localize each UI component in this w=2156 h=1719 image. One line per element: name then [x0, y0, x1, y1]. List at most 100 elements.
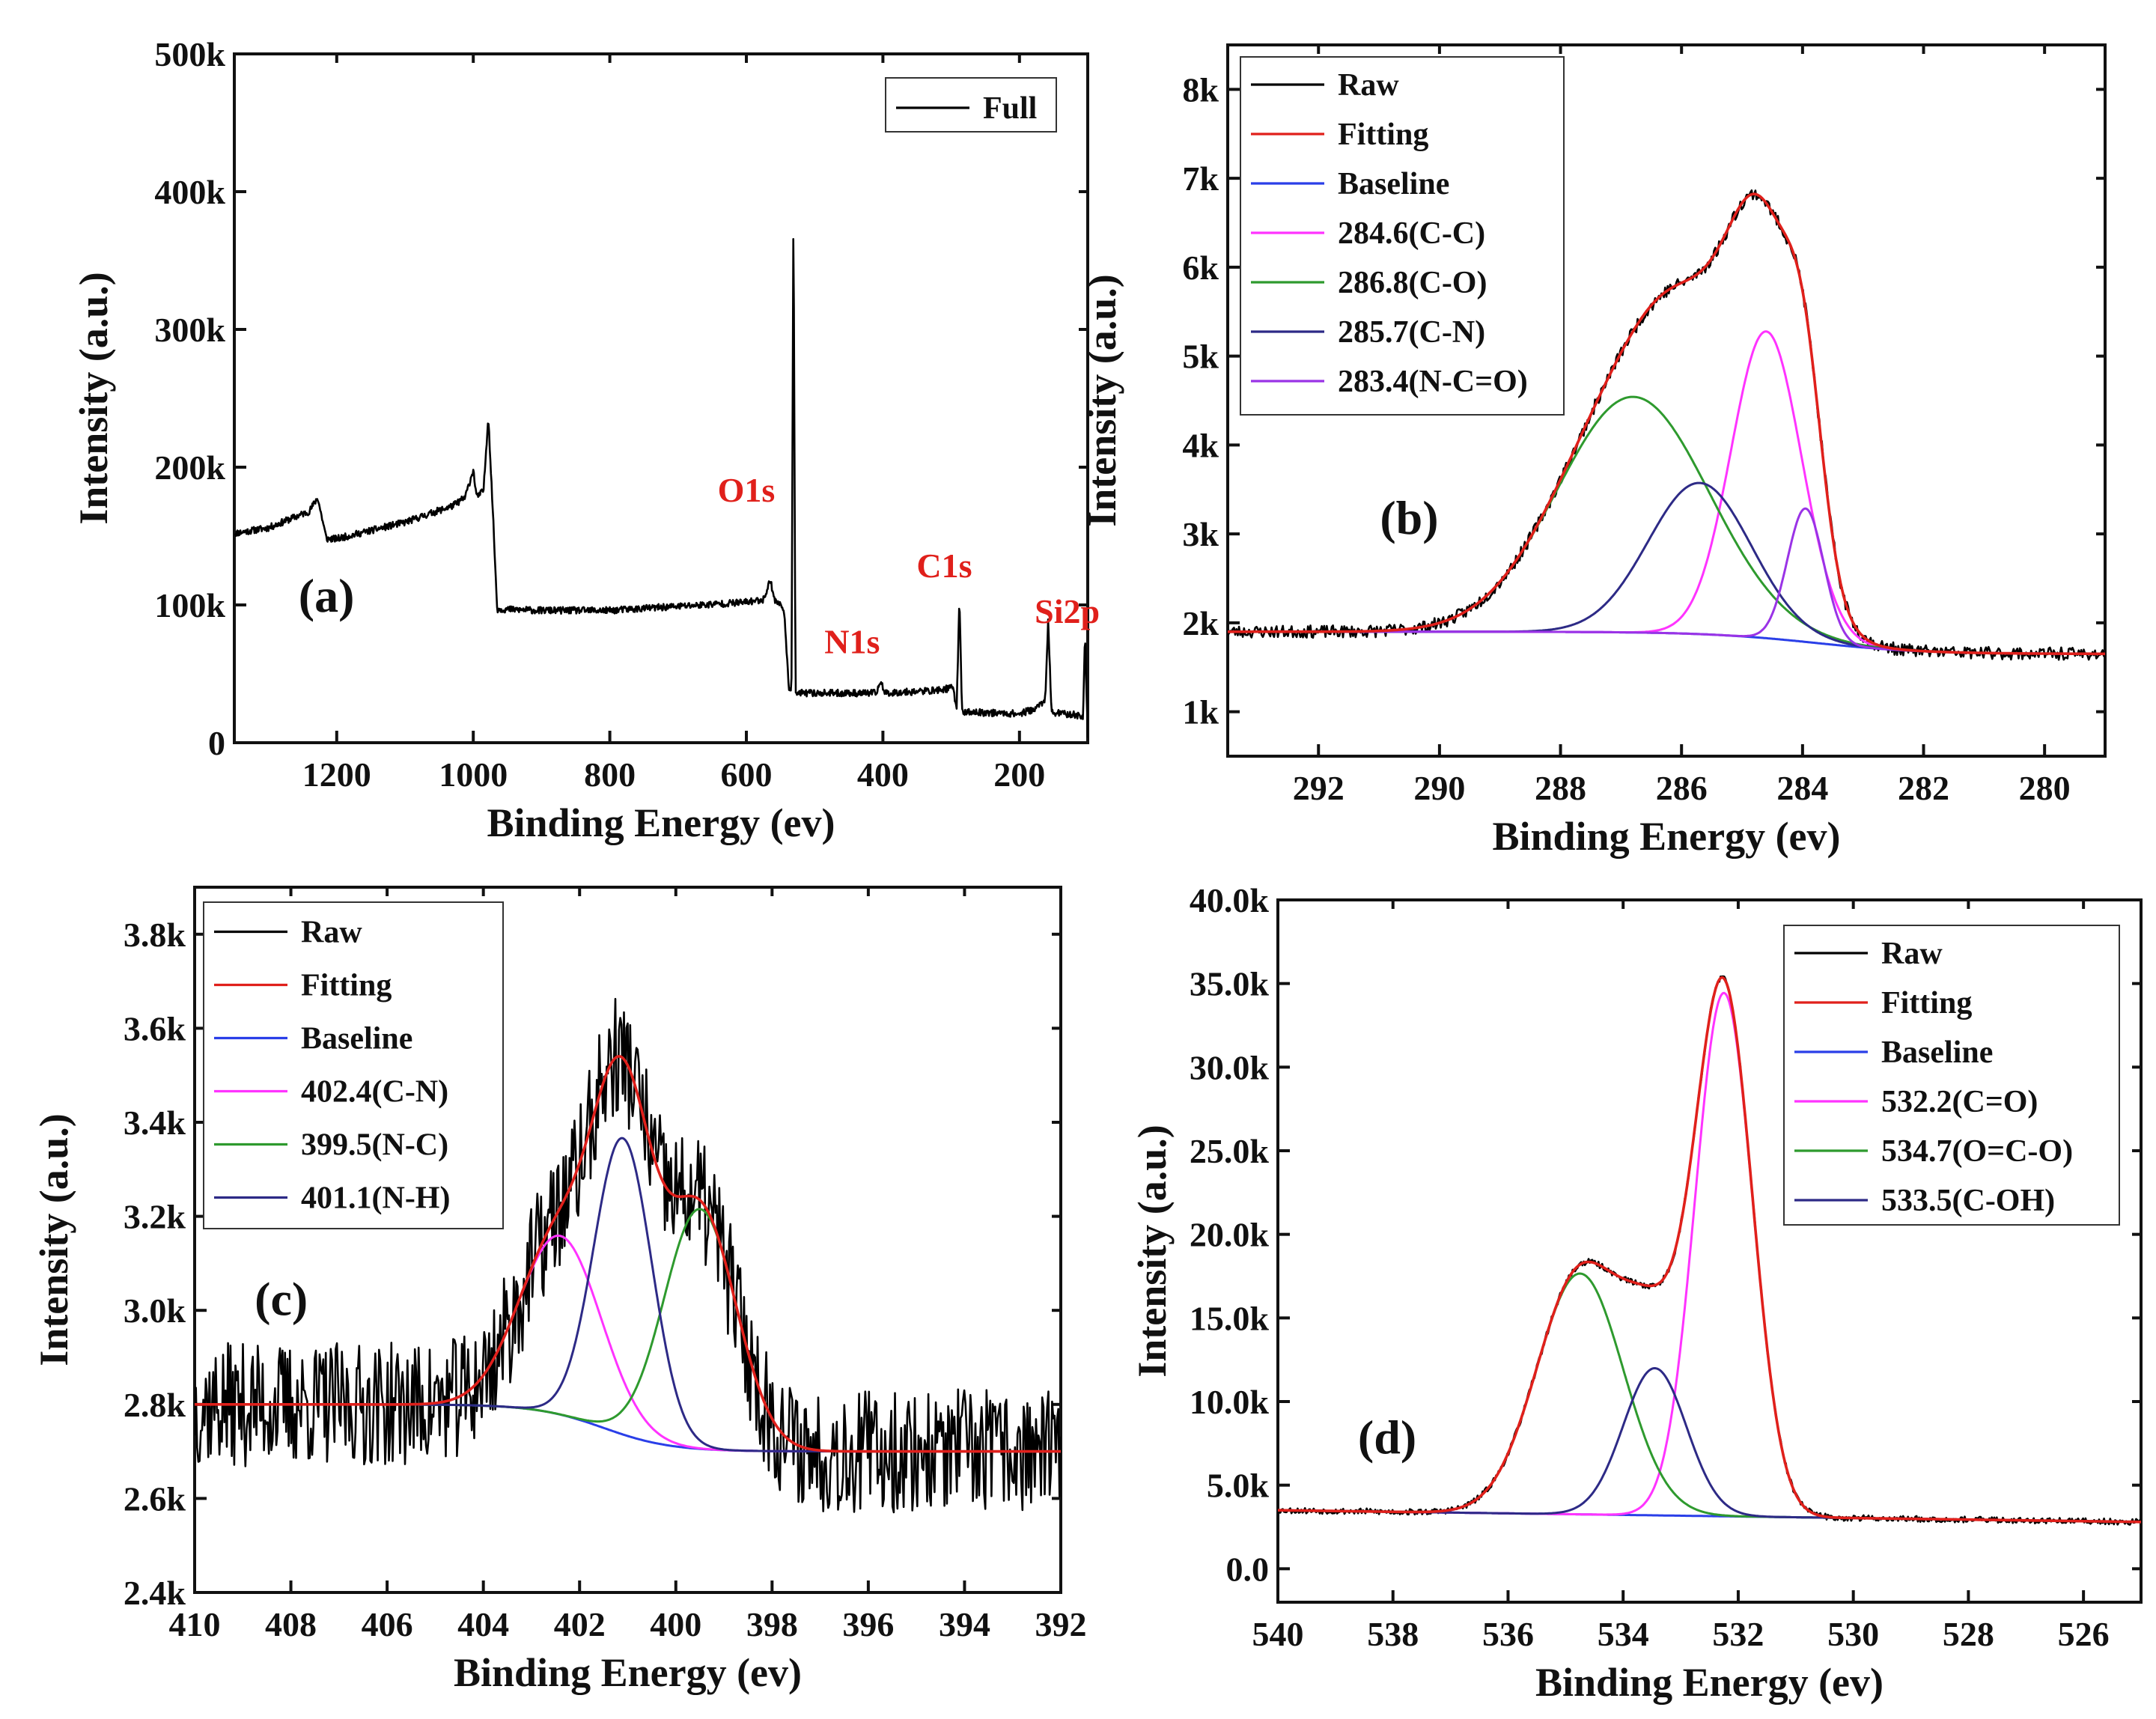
x-axis-title: Binding Energy (ev)	[1535, 1660, 1884, 1705]
x-tick-label: 406	[362, 1605, 413, 1643]
series-fitting	[1278, 976, 2141, 1524]
x-tick-label: 534	[1598, 1615, 1649, 1653]
y-tick-label: 20.0k	[1190, 1216, 1270, 1254]
x-tick-label: 282	[1898, 769, 1949, 807]
legend-label: 284.6(C-C)	[1338, 216, 1485, 251]
y-tick-label: 6k	[1182, 249, 1219, 287]
y-tick-label: 1k	[1182, 693, 1219, 731]
x-tick-label: 540	[1252, 1615, 1304, 1653]
series-fitting	[195, 1055, 1061, 1453]
legend-box	[885, 77, 1057, 133]
legend-label: Fitting	[1338, 118, 1428, 152]
series-raw	[234, 238, 1088, 738]
legend-label: Baseline	[301, 1022, 412, 1056]
y-tick-label: 100k	[154, 586, 225, 624]
x-tick-label: 530	[1827, 1615, 1879, 1653]
legend: Raw Fitting Baseline 402.4(C-N) 399.5(N-C) 40…	[203, 901, 504, 1229]
legend: Raw Fitting Baseline 532.2(C=O) 534.7(O=C-O)…	[1783, 925, 2120, 1226]
x-tick-label: 200	[993, 755, 1045, 794]
plot-frame	[233, 52, 1089, 744]
x-tick-label: 528	[1943, 1615, 1994, 1653]
y-tick-label: 3.8k	[124, 916, 186, 954]
panel-b: 292 290 288 286 284 282 280 1k 2k 3k 4k 5k 6k 7k 8k Bin…	[1079, 43, 2107, 859]
x-tick-label: 394	[939, 1605, 990, 1643]
x-tick-label: 538	[1367, 1615, 1419, 1653]
x-tick-label: 400	[857, 755, 909, 794]
panel-d: 540 538 536 534 532 530 528 526 0.0 5.0k 10.0k 15.0…	[1130, 881, 2143, 1705]
legend: Full	[885, 77, 1057, 133]
y-tick-label: 2k	[1182, 604, 1219, 642]
y-tick-label: 10.0k	[1190, 1383, 1270, 1421]
peak-annotation: C1s	[916, 547, 972, 585]
y-axis-title: Intensity (a.u.)	[71, 272, 116, 525]
x-tick-label: 532	[1712, 1615, 1764, 1653]
legend-label: Baseline	[1338, 167, 1449, 201]
y-tick-label: 8k	[1182, 70, 1219, 109]
x-tick-label: 288	[1535, 769, 1586, 807]
y-tick-label: 3.2k	[124, 1198, 186, 1236]
legend-label: 399.5(N-C)	[301, 1128, 448, 1163]
x-tick-label: 536	[1482, 1615, 1534, 1653]
y-tick-label: 35.0k	[1190, 965, 1270, 1003]
y-tick-label: 3.6k	[124, 1009, 186, 1047]
y-tick-label: 0	[208, 724, 225, 762]
legend-label: Raw	[1338, 68, 1399, 103]
x-tick-label: 398	[746, 1605, 798, 1643]
series-raw	[195, 997, 1061, 1514]
y-tick-label: 2.6k	[124, 1479, 186, 1518]
plot-area	[1278, 975, 2141, 1526]
legend-label: Raw	[301, 916, 362, 950]
panel-c: 410 408 406 404 402 400 398 396 394 392 2.4k 2.6k 2.…	[31, 886, 1087, 1695]
x-tick-label: 280	[2019, 769, 2071, 807]
x-tick-label: 400	[650, 1605, 701, 1643]
x-axis-title: Binding Energy (ev)	[1492, 814, 1840, 859]
legend-label: Baseline	[1881, 1035, 1993, 1070]
plot-area	[195, 997, 1061, 1514]
x-tick-label: 402	[554, 1605, 606, 1643]
y-tick-label: 2.8k	[124, 1386, 186, 1424]
x-tick-label: 404	[457, 1605, 509, 1643]
legend-label: Raw	[1881, 937, 1943, 971]
y-tick-label: 4k	[1182, 426, 1219, 464]
legend-label: 283.4(N-C=O)	[1338, 365, 1528, 399]
legend-box	[203, 901, 504, 1229]
y-tick-label: 7k	[1182, 159, 1219, 198]
x-tick-label: 410	[169, 1605, 221, 1643]
plot-frame	[1226, 43, 2107, 758]
x-tick-label: 286	[1656, 769, 1708, 807]
x-tick-label: 526	[2058, 1615, 2110, 1653]
legend-box	[1240, 56, 1565, 416]
legend-label: Fitting	[301, 969, 392, 1003]
y-tick-label: 500k	[154, 35, 225, 73]
legend-label: 533.5(C-OH)	[1881, 1184, 2055, 1218]
panel-label: (a)	[299, 569, 355, 622]
panel-label: (b)	[1380, 491, 1438, 544]
legend-label: 285.7(C-N)	[1338, 315, 1485, 350]
y-tick-label: 5k	[1182, 338, 1219, 376]
series-fitting	[1228, 192, 2105, 656]
plot-frame	[193, 886, 1062, 1594]
plot-area	[1228, 189, 2105, 661]
legend-label: 534.7(O=C-O)	[1881, 1134, 2073, 1169]
y-tick-label: 3k	[1182, 515, 1219, 553]
x-tick-label: 600	[721, 755, 773, 794]
y-tick-label: 3.4k	[124, 1104, 186, 1142]
x-tick-label: 392	[1035, 1605, 1087, 1643]
series-peak-1	[1228, 395, 2105, 655]
peak-annotation: Si2p	[1035, 592, 1100, 630]
y-tick-label: 25.0k	[1190, 1132, 1270, 1170]
y-tick-label: 2.4k	[124, 1574, 186, 1612]
peak-annotation: N1s	[824, 622, 880, 660]
y-axis-title: Intensity (a.u.)	[31, 1113, 76, 1366]
x-tick-label: 396	[842, 1605, 894, 1643]
legend-label: Fitting	[1881, 986, 1972, 1020]
y-tick-label: 200k	[154, 448, 225, 487]
x-tick-label: 290	[1413, 769, 1465, 807]
y-tick-label: 30.0k	[1190, 1048, 1270, 1086]
y-tick-label: 15.0k	[1190, 1299, 1270, 1337]
legend-label: 402.4(C-N)	[301, 1075, 448, 1110]
x-tick-label: 292	[1293, 769, 1345, 807]
x-tick-label: 408	[265, 1605, 317, 1643]
legend-box	[1783, 925, 2120, 1226]
